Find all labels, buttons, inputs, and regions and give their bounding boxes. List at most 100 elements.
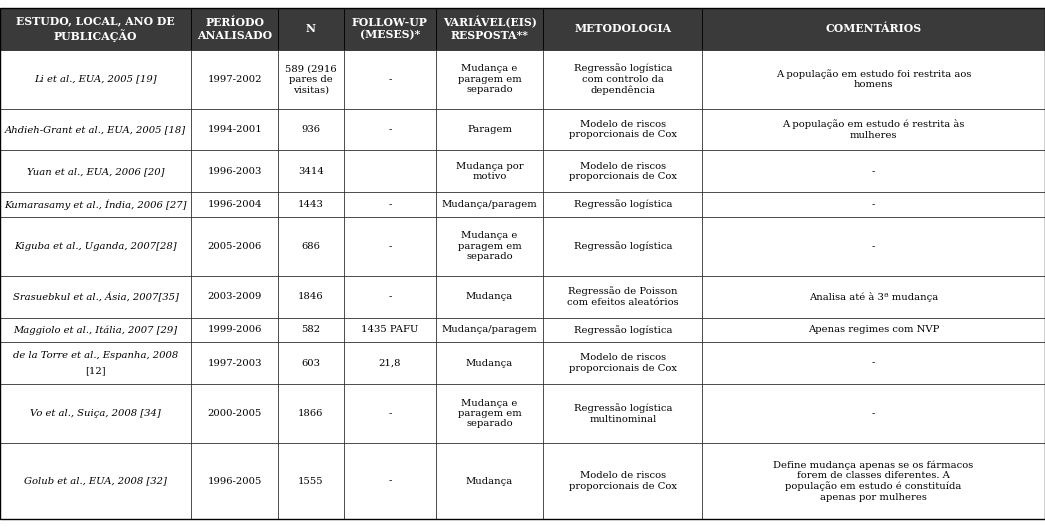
Bar xyxy=(344,192,436,217)
Bar xyxy=(702,217,1045,276)
Text: Analisa até à 3ª mudança: Analisa até à 3ª mudança xyxy=(809,292,938,301)
Bar xyxy=(344,384,436,443)
Text: Regressão de Poisson
com efeitos aleatórios: Regressão de Poisson com efeitos aleatór… xyxy=(567,287,678,307)
Text: COMENTÁRIOS: COMENTÁRIOS xyxy=(826,23,922,34)
Text: 1997-2002: 1997-2002 xyxy=(207,75,262,84)
Bar xyxy=(436,276,543,318)
Text: Regressão logística
multinominal: Regressão logística multinominal xyxy=(574,403,672,424)
Text: Modelo de riscos
proporcionais de Cox: Modelo de riscos proporcionais de Cox xyxy=(568,162,677,181)
Text: 1866: 1866 xyxy=(298,409,324,418)
Bar xyxy=(702,150,1045,192)
Bar xyxy=(344,109,436,150)
Bar xyxy=(436,150,543,192)
Text: 1997-2003: 1997-2003 xyxy=(207,359,262,368)
Text: Mudança/paragem: Mudança/paragem xyxy=(442,325,537,335)
Bar xyxy=(436,384,543,443)
Bar xyxy=(702,276,1045,318)
Text: -: - xyxy=(388,476,392,485)
Text: -: - xyxy=(388,292,392,301)
Text: 603: 603 xyxy=(301,359,321,368)
Bar xyxy=(0,443,191,519)
Text: -: - xyxy=(388,242,392,251)
Text: METODOLOGIA: METODOLOGIA xyxy=(575,23,671,34)
Text: Mudança/paragem: Mudança/paragem xyxy=(442,200,537,209)
Bar xyxy=(344,443,436,519)
Text: 21,8: 21,8 xyxy=(378,359,401,368)
Text: ESTUDO, LOCAL, ANO DE
PUBLICAÇÃO: ESTUDO, LOCAL, ANO DE PUBLICAÇÃO xyxy=(17,16,175,42)
Text: -: - xyxy=(388,200,392,209)
Bar xyxy=(702,318,1045,342)
Text: Paragem: Paragem xyxy=(467,125,512,134)
Text: Mudança e
paragem em
separado: Mudança e paragem em separado xyxy=(458,231,521,261)
Bar xyxy=(543,276,702,318)
Bar xyxy=(0,150,191,192)
Bar xyxy=(278,318,344,342)
Text: -: - xyxy=(872,359,876,368)
Bar xyxy=(436,318,543,342)
Bar xyxy=(702,8,1045,50)
Text: Golub et al., EUA, 2008 [32]: Golub et al., EUA, 2008 [32] xyxy=(24,476,167,485)
Text: 1996-2005: 1996-2005 xyxy=(207,476,262,485)
Text: Regressão logística: Regressão logística xyxy=(574,241,672,251)
Text: A população em estudo é restrita às
mulheres: A população em estudo é restrita às mulh… xyxy=(783,120,965,140)
Text: Regressão logística
com controlo da
dependência: Regressão logística com controlo da depe… xyxy=(574,64,672,95)
Bar xyxy=(278,342,344,384)
Bar xyxy=(344,342,436,384)
Bar xyxy=(0,50,191,109)
Bar xyxy=(436,443,543,519)
Bar xyxy=(344,318,436,342)
Text: -: - xyxy=(872,200,876,209)
Text: -: - xyxy=(388,75,392,84)
Bar xyxy=(0,276,191,318)
Bar xyxy=(278,8,344,50)
Text: [12]: [12] xyxy=(86,366,106,375)
Bar xyxy=(436,109,543,150)
Text: 1994-2001: 1994-2001 xyxy=(207,125,262,134)
Bar xyxy=(543,192,702,217)
Bar xyxy=(344,8,436,50)
Text: 2000-2005: 2000-2005 xyxy=(207,409,262,418)
Bar xyxy=(191,342,278,384)
Text: -: - xyxy=(872,409,876,418)
Bar xyxy=(0,384,191,443)
Text: Mudança: Mudança xyxy=(466,476,513,485)
Bar xyxy=(436,50,543,109)
Bar xyxy=(543,150,702,192)
Text: Ahdieh-Grant et al., EUA, 2005 [18]: Ahdieh-Grant et al., EUA, 2005 [18] xyxy=(5,125,186,134)
Text: Modelo de riscos
proporcionais de Cox: Modelo de riscos proporcionais de Cox xyxy=(568,120,677,139)
Text: -: - xyxy=(388,125,392,134)
Bar xyxy=(0,318,191,342)
Text: Define mudança apenas se os fármacos
forem de classes diferentes. A
população em: Define mudança apenas se os fármacos for… xyxy=(773,460,974,502)
Bar xyxy=(0,192,191,217)
Bar xyxy=(543,443,702,519)
Bar xyxy=(0,342,191,384)
Bar xyxy=(543,8,702,50)
Text: Mudança: Mudança xyxy=(466,292,513,301)
Text: 1443: 1443 xyxy=(298,200,324,209)
Text: Mudança: Mudança xyxy=(466,359,513,368)
Text: -: - xyxy=(872,242,876,251)
Text: 1435 PAFU: 1435 PAFU xyxy=(362,325,418,335)
Text: Yuan et al., EUA, 2006 [20]: Yuan et al., EUA, 2006 [20] xyxy=(27,167,164,176)
Text: Li et al., EUA, 2005 [19]: Li et al., EUA, 2005 [19] xyxy=(34,75,157,84)
Text: Mudança e
paragem em
separado: Mudança e paragem em separado xyxy=(458,64,521,94)
Text: Maggiolo et al., Itália, 2007 [29]: Maggiolo et al., Itália, 2007 [29] xyxy=(14,325,178,335)
Bar xyxy=(191,8,278,50)
Bar xyxy=(278,217,344,276)
Text: Regressão logística: Regressão logística xyxy=(574,325,672,335)
Bar xyxy=(543,217,702,276)
Bar xyxy=(191,318,278,342)
Bar xyxy=(191,192,278,217)
Bar xyxy=(543,318,702,342)
Bar xyxy=(702,384,1045,443)
Text: 582: 582 xyxy=(301,325,321,335)
Text: 1996-2003: 1996-2003 xyxy=(207,167,262,176)
Bar xyxy=(344,150,436,192)
Text: Regressão logística: Regressão logística xyxy=(574,200,672,209)
Bar xyxy=(702,109,1045,150)
Text: PERÍODO
ANALISADO: PERÍODO ANALISADO xyxy=(198,17,272,41)
Text: 1555: 1555 xyxy=(298,476,324,485)
Text: Apenas regimes com NVP: Apenas regimes com NVP xyxy=(808,325,939,335)
Text: Modelo de riscos
proporcionais de Cox: Modelo de riscos proporcionais de Cox xyxy=(568,471,677,491)
Text: 3414: 3414 xyxy=(298,167,324,176)
